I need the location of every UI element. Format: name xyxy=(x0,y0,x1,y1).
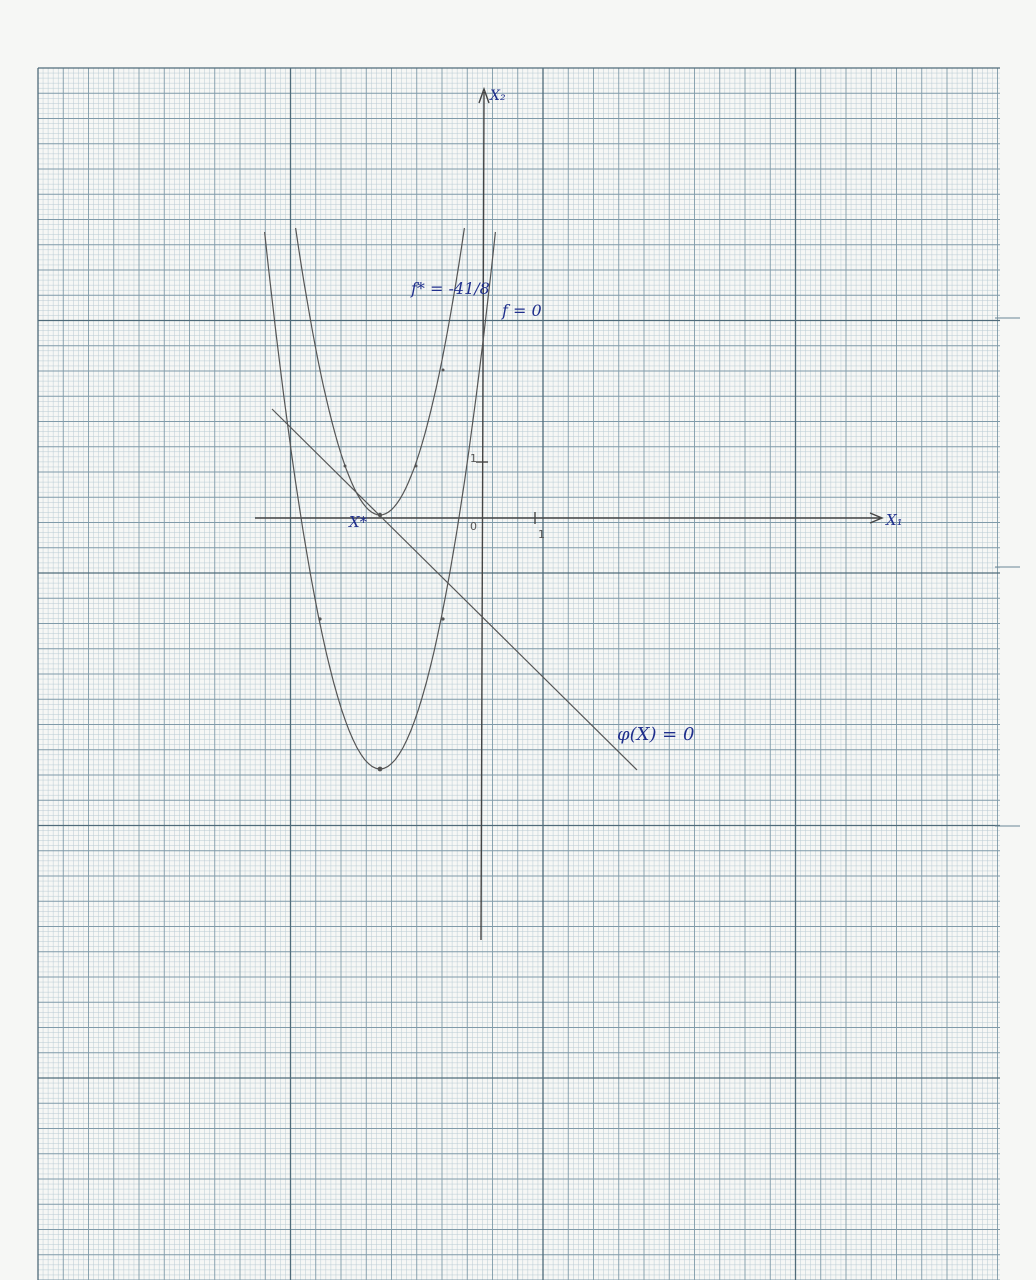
level-optimal-label: f* = -41/8 xyxy=(410,279,490,298)
x2-axis xyxy=(480,91,485,941)
origin-label: 0 xyxy=(470,520,477,533)
plot-point xyxy=(414,464,418,468)
plot-point xyxy=(318,617,322,621)
plot-point xyxy=(377,512,383,518)
x1-axis-arrow-icon xyxy=(869,512,884,524)
level-zero-label: f = 0 xyxy=(501,301,542,320)
constraint-label: φ(X) = 0 xyxy=(617,724,694,745)
plot-point xyxy=(441,617,445,621)
plot-point xyxy=(377,766,383,772)
x1-axis-label: X₁ xyxy=(885,511,903,529)
constraint-line xyxy=(271,408,638,771)
x1-tick-label: 1 xyxy=(538,528,545,541)
grid-major-lines xyxy=(37,67,1000,1280)
x2-tick-label: 1 xyxy=(470,452,477,465)
plot-point xyxy=(441,368,445,372)
coordinate-axes xyxy=(255,86,884,941)
x2-axis-label: X₂ xyxy=(489,88,506,104)
plotted-points xyxy=(318,368,445,772)
plot-point xyxy=(343,464,347,468)
optimum-point-label: X* xyxy=(348,513,368,531)
x2-axis-arrow-icon xyxy=(478,86,490,104)
